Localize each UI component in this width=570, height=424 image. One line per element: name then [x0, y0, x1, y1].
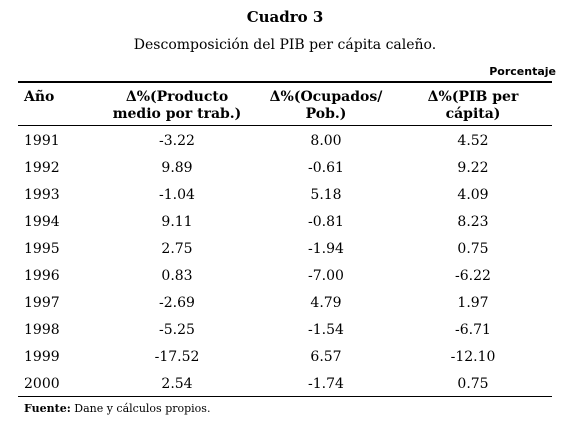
unit: Porcentaje: [489, 65, 556, 78]
value-cell: -1.74: [308, 376, 344, 392]
column-header: Pob.): [305, 106, 347, 122]
value-cell: 9.22: [457, 160, 489, 176]
year-cell: 1994: [24, 214, 60, 230]
footnote-label: Fuente:: [24, 402, 71, 415]
header-rule: [18, 125, 552, 126]
value-cell: -0.61: [308, 160, 344, 176]
year-cell: 1998: [24, 322, 60, 338]
year-cell: 1997: [24, 295, 60, 311]
column-header: Δ%(Ocupados/: [269, 89, 383, 105]
footnote-text: Dane y cálculos propios.: [74, 402, 211, 415]
value-cell: 4.52: [457, 133, 489, 149]
value-cell: 0.75: [457, 376, 489, 392]
value-cell: 0.75: [457, 241, 489, 257]
value-cell: -17.52: [154, 349, 200, 365]
value-cell: -0.81: [308, 214, 344, 230]
value-cell: 8.00: [310, 133, 342, 149]
value-cell: -2.69: [159, 295, 195, 311]
value-cell: 9.89: [161, 160, 193, 176]
column-header: Año: [24, 89, 55, 105]
value-cell: -3.22: [159, 133, 195, 149]
value-cell: 2.75: [161, 241, 193, 257]
top-rule: [18, 81, 552, 83]
year-cell: 1993: [24, 187, 60, 203]
column-header: medio por trab.): [112, 106, 242, 122]
footnote: Fuente: Dane y cálculos propios.: [24, 403, 210, 414]
bottom-rule: [18, 396, 552, 397]
value-cell: 9.11: [161, 214, 193, 230]
year-cell: 1991: [24, 133, 60, 149]
year-cell: 1992: [24, 160, 60, 176]
year-cell: 1995: [24, 241, 60, 257]
value-cell: 2.54: [161, 376, 193, 392]
value-cell: 5.18: [310, 187, 342, 203]
value-cell: -1.54: [308, 322, 344, 338]
column-header: Δ%(PIB per: [427, 89, 519, 105]
column-header: Δ%(Producto: [125, 89, 229, 105]
value-cell: -1.94: [308, 241, 344, 257]
year-cell: 1999: [24, 349, 60, 365]
value-cell: 8.23: [457, 214, 489, 230]
value-cell: 1.97: [457, 295, 489, 311]
year-cell: 1996: [24, 268, 60, 284]
value-cell: -1.04: [159, 187, 195, 203]
value-cell: 4.09: [457, 187, 489, 203]
value-cell: -7.00: [308, 268, 344, 284]
value-cell: -6.22: [455, 268, 491, 284]
value-cell: 0.83: [161, 268, 193, 284]
value-cell: -6.71: [455, 322, 491, 338]
subtitle: Descomposición del PIB per cápita caleño…: [133, 37, 437, 53]
value-cell: 6.57: [310, 349, 342, 365]
column-header: cápita): [445, 106, 501, 122]
value-cell: 4.79: [310, 295, 342, 311]
value-cell: -5.25: [159, 322, 195, 338]
year-cell: 2000: [24, 376, 60, 392]
title: Cuadro 3: [246, 8, 324, 26]
value-cell: -12.10: [450, 349, 496, 365]
